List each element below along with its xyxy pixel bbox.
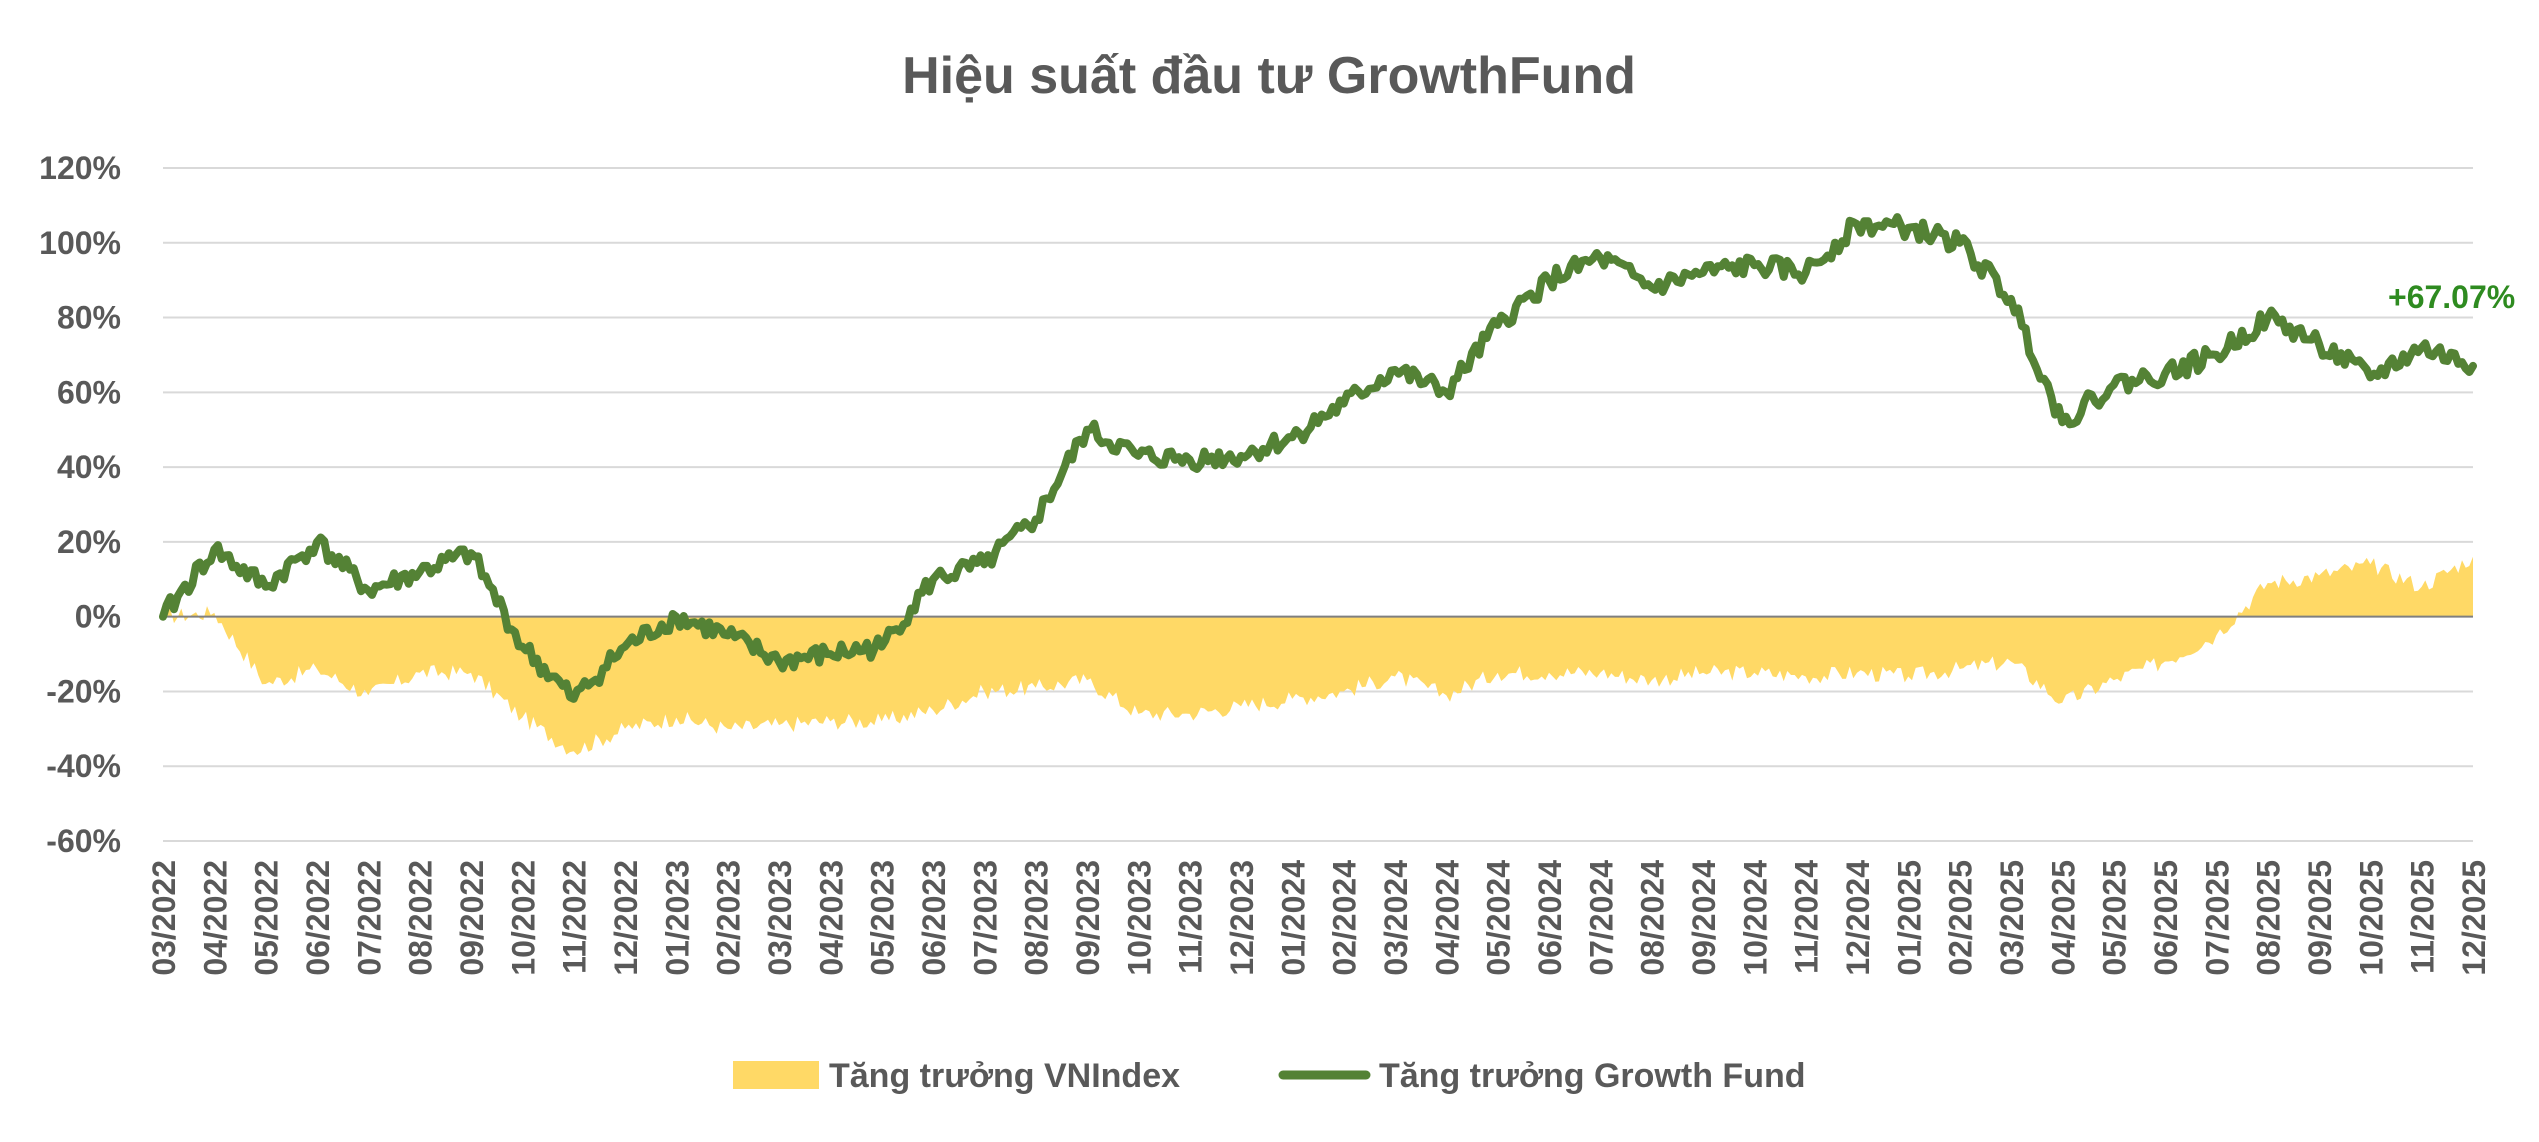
y-tick-label: 20% xyxy=(57,524,121,560)
x-tick-label: 04/2024 xyxy=(1429,860,1465,976)
x-tick-label: 12/2025 xyxy=(2456,860,2492,976)
x-tick-label: 02/2023 xyxy=(711,860,747,976)
x-tick-label: 04/2025 xyxy=(2045,860,2081,976)
x-tick-label: 09/2025 xyxy=(2302,860,2338,976)
x-tick-label: 05/2023 xyxy=(865,860,901,976)
x-tick-label: 12/2024 xyxy=(1840,860,1876,976)
x-tick-label: 01/2024 xyxy=(1275,860,1311,976)
y-tick-label: 100% xyxy=(39,225,121,261)
x-tick-label: 10/2025 xyxy=(2353,860,2389,976)
chart-title: Hiệu suất đầu tư GrowthFund xyxy=(902,47,1636,105)
x-tick-label: 02/2024 xyxy=(1327,860,1363,976)
x-tick-label: 05/2025 xyxy=(2097,860,2133,976)
y-tick-label: 40% xyxy=(57,449,121,485)
growth-fund-line-series xyxy=(159,213,2477,703)
x-tick-label: 03/2024 xyxy=(1378,860,1414,976)
x-tick-label: 10/2023 xyxy=(1121,860,1157,976)
x-tick-label: 08/2023 xyxy=(1019,860,1055,976)
y-tick-label: 120% xyxy=(39,150,121,186)
x-tick-label: 03/2025 xyxy=(1994,860,2030,976)
x-tick-label: 08/2025 xyxy=(2251,860,2287,976)
x-tick-label: 07/2023 xyxy=(967,860,1003,976)
y-tick-label: -20% xyxy=(46,673,121,709)
x-tick-label: 06/2022 xyxy=(300,860,336,976)
x-tick-label: 10/2024 xyxy=(1737,860,1773,976)
x-tick-label: 05/2022 xyxy=(249,860,285,976)
annotations: +67.07% xyxy=(2388,279,2515,315)
x-tick-label: 04/2023 xyxy=(813,860,849,976)
end-value-label: +67.07% xyxy=(2388,279,2515,315)
x-tick-label: 11/2024 xyxy=(1789,860,1825,974)
x-tick-label: 06/2023 xyxy=(916,860,952,976)
legend-swatch-vnindex xyxy=(733,1061,819,1089)
y-tick-label: 80% xyxy=(57,300,121,336)
x-tick-label: 08/2024 xyxy=(1635,860,1671,976)
x-tick-label: 12/2023 xyxy=(1224,860,1260,976)
x-tick-label: 01/2025 xyxy=(1891,860,1927,976)
gridlines xyxy=(163,167,2473,842)
x-tick-label: 10/2022 xyxy=(505,860,541,976)
x-axis-tick-labels: 03/2022 04/2022 05/2022 06/2022 07/2022 08/20… xyxy=(146,860,2492,976)
x-tick-label: 04/2022 xyxy=(197,860,233,976)
x-tick-label: 11/2022 xyxy=(557,860,593,974)
y-tick-label: 0% xyxy=(75,599,121,635)
legend-label-growth-fund: Tăng trưởng Growth Fund xyxy=(1379,1057,1806,1095)
x-tick-label: 06/2025 xyxy=(2148,860,2184,976)
y-tick-label: -40% xyxy=(46,748,121,784)
x-tick-label: 02/2025 xyxy=(1943,860,1979,976)
x-tick-label: 03/2023 xyxy=(762,860,798,976)
x-tick-label: 07/2024 xyxy=(1583,860,1619,976)
vnindex-area xyxy=(163,556,2473,755)
y-tick-label: -60% xyxy=(46,823,121,859)
x-tick-label: 01/2023 xyxy=(659,860,695,976)
x-tick-label: 09/2022 xyxy=(454,860,490,976)
y-axis-tick-labels: 120% 100% 80% 60% 40% 20% 0% -20% -40% -60% xyxy=(39,150,121,859)
x-tick-label: 11/2023 xyxy=(1173,860,1209,974)
legend: Tăng trưởng VNIndex Tăng trưởng Growth F… xyxy=(733,1057,1806,1095)
x-tick-label: 06/2024 xyxy=(1532,860,1568,976)
x-tick-label: 03/2022 xyxy=(146,860,182,976)
vnindex-area-series xyxy=(163,556,2473,755)
growth-fund-line xyxy=(159,213,2477,703)
legend-label-vnindex: Tăng trưởng VNIndex xyxy=(829,1057,1180,1095)
x-tick-label: 05/2024 xyxy=(1481,860,1517,976)
x-tick-label: 08/2022 xyxy=(403,860,439,976)
x-tick-label: 07/2025 xyxy=(2199,860,2235,976)
x-tick-label: 12/2022 xyxy=(608,860,644,976)
x-tick-label: 07/2022 xyxy=(351,860,387,976)
x-tick-label: 11/2025 xyxy=(2405,860,2441,974)
x-tick-label: 09/2024 xyxy=(1686,860,1722,976)
y-tick-label: 60% xyxy=(57,374,121,410)
x-tick-label: 09/2023 xyxy=(1070,860,1106,976)
